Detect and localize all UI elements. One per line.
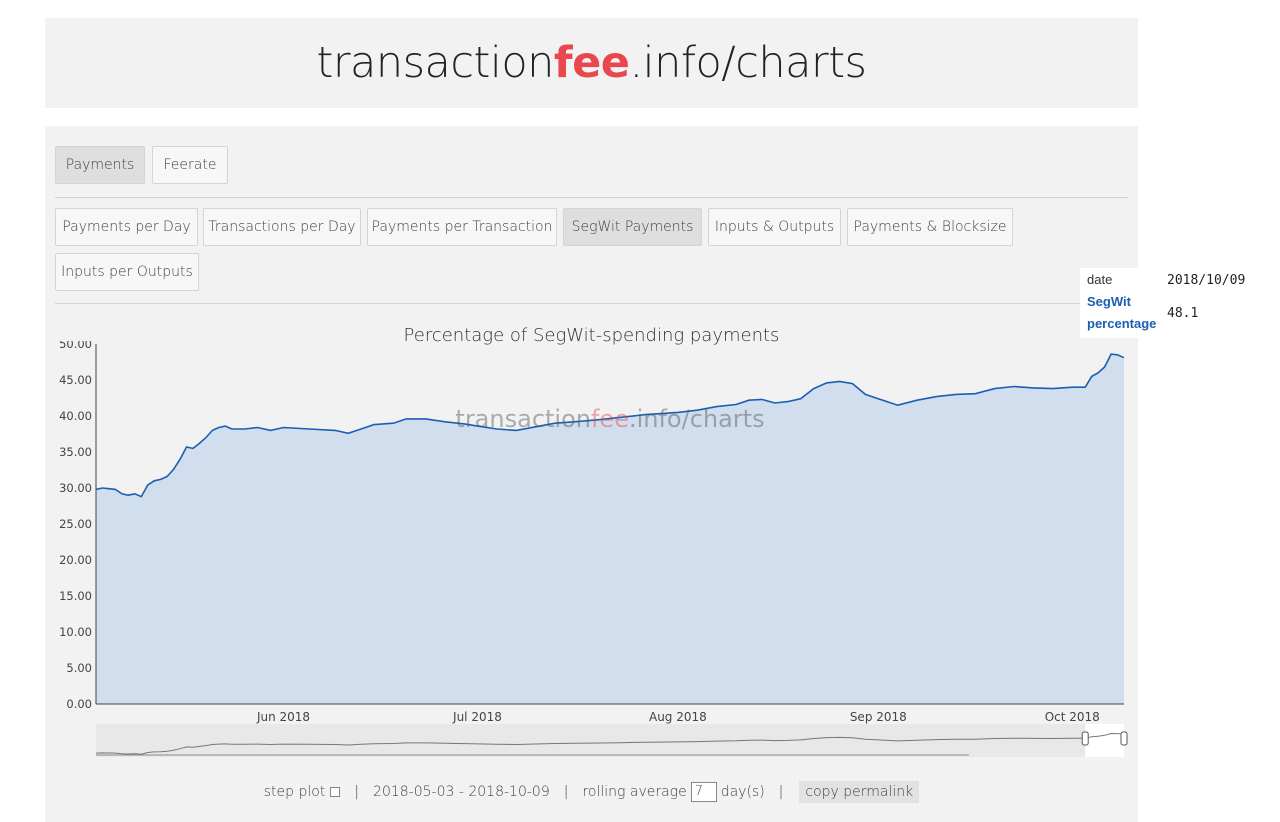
tab-payments-per-day[interactable]: Payments per Day	[55, 208, 198, 246]
y-tick-label: 40.00	[59, 409, 92, 423]
separator: |	[354, 784, 360, 800]
site-header: transactionfee.info/charts	[45, 18, 1138, 108]
x-tick-label: Sep 2018	[850, 710, 907, 724]
separator: |	[778, 784, 784, 800]
y-tick-label: 35.00	[59, 445, 92, 459]
y-tick-label: 50.00	[59, 341, 92, 351]
tabs-divider	[55, 197, 1128, 198]
rolling-average-unit: day(s)	[720, 784, 765, 800]
step-plot-checkbox[interactable]	[330, 787, 341, 797]
tab-payments-per-transaction[interactable]: Payments per Transaction	[367, 208, 557, 246]
tooltip-series-label-line1: SegWit	[1087, 294, 1131, 309]
site-title-part2: .info/charts	[629, 38, 867, 88]
rolling-average-label: rolling average	[582, 784, 687, 800]
tab-payments[interactable]: Payments	[55, 146, 145, 184]
x-tick-label: Jul 2018	[452, 710, 502, 724]
series-line	[95, 353, 1125, 498]
x-tick-label: Aug 2018	[649, 710, 707, 724]
chart-watermark: transactionfee.info/charts	[455, 405, 764, 433]
y-tick-label: 20.00	[59, 553, 92, 567]
y-tick-label: 45.00	[59, 373, 92, 387]
y-tick-label: 5.00	[66, 661, 92, 675]
tab-feerate[interactable]: Feerate	[152, 146, 228, 184]
site-title-accent: fee	[553, 38, 630, 88]
range-selector-line	[95, 732, 1125, 755]
site-title[interactable]: transactionfee.info/charts	[45, 18, 1138, 108]
x-tick-label: Oct 2018	[1045, 710, 1100, 724]
y-tick-label: 30.00	[59, 481, 92, 495]
tooltip-date-label: date	[1087, 272, 1113, 287]
tab-transactions-per-day[interactable]: Transactions per Day	[203, 208, 361, 246]
chart-tooltip: date 2018/10/09 SegWit percentage 48.1	[1080, 268, 1252, 338]
range-selector-window	[1085, 724, 1124, 757]
series-area	[96, 354, 1124, 704]
chart-footer: step plot | 2018-05-03 - 2018-10-09 | ro…	[45, 781, 1138, 803]
rolling-average-input[interactable]: 7	[690, 782, 717, 802]
segwit-area-chart[interactable]: transactionfee.info/charts 0.00 5.00 10.00 1…	[45, 341, 1138, 776]
range-selector-handle	[1120, 731, 1128, 746]
chart-tabs-divider	[55, 303, 1128, 304]
tab-inputs-outputs[interactable]: Inputs & Outputs	[708, 208, 841, 246]
copy-permalink-button[interactable]: copy permalink	[799, 781, 920, 803]
tab-segwit-payments[interactable]: SegWit Payments	[563, 208, 702, 246]
tab-inputs-per-outputs[interactable]: Inputs per Outputs	[55, 253, 199, 291]
tooltip-series-label-line2: percentage	[1087, 316, 1157, 331]
range-selector-background	[96, 724, 1124, 757]
watermark-accent: fee	[591, 405, 629, 433]
y-tick-label: 25.00	[59, 517, 92, 531]
chart-title: Percentage of SegWit-spending payments	[403, 325, 780, 346]
watermark-part1: transaction	[455, 405, 591, 433]
y-tick-label: 10.00	[59, 625, 92, 639]
step-plot-label: step plot	[263, 784, 326, 800]
y-tick-label: 0.00	[66, 697, 92, 711]
range-selector-handle	[1081, 731, 1089, 746]
separator: |	[563, 784, 569, 800]
watermark-part2: .info/charts	[629, 405, 765, 433]
tab-payments-blocksize[interactable]: Payments & Blocksize	[847, 208, 1013, 246]
x-tick-label: Jun 2018	[256, 710, 310, 724]
date-range: 2018-05-03 - 2018-10-09	[373, 784, 550, 800]
chart-panel: Payments Feerate Payments per Day Transa…	[45, 126, 1138, 822]
y-tick-label: 15.00	[59, 589, 92, 603]
tooltip-series-value: 48.1	[1167, 306, 1199, 321]
site-title-part1: transaction	[316, 38, 555, 88]
tooltip-date-value: 2018/10/09	[1167, 273, 1246, 288]
